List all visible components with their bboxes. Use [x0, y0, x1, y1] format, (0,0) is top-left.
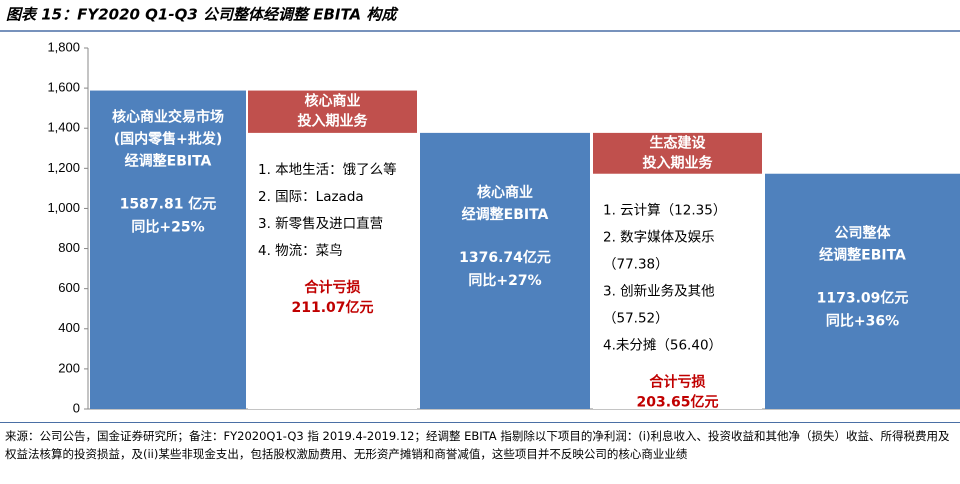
- growth-label: 同比+36%: [826, 313, 899, 330]
- box: [248, 132, 417, 409]
- y-tick-label: 1,000: [47, 200, 80, 215]
- value-label: 1587.81 亿元: [120, 196, 217, 213]
- bar-label: (国内零售+批发): [114, 131, 223, 148]
- bar-label: 生态建设: [650, 134, 707, 151]
- item: 2. 国际：Lazada: [258, 189, 364, 205]
- y-tick-label: 800: [58, 240, 80, 255]
- y-tick-label: 400: [58, 320, 80, 335]
- box: [593, 173, 762, 409]
- chart-title: 图表 15：FY2020 Q1-Q3 公司整体经调整 EBITA 构成: [6, 6, 399, 24]
- bar: [593, 132, 762, 174]
- item: 4. 物流：菜鸟: [258, 243, 343, 259]
- value-label: 203.65亿元: [636, 394, 718, 411]
- loss-label: 合计亏损: [650, 374, 706, 391]
- item: 2. 数字媒体及娱乐: [603, 230, 715, 246]
- y-tick-label: 200: [58, 360, 80, 375]
- item: 3. 创新业务及其他: [603, 284, 715, 300]
- bar: [765, 173, 960, 409]
- y-tick-label: 1,600: [47, 80, 80, 95]
- y-tick-label: 1,800: [47, 39, 80, 54]
- item: （77.38）: [603, 257, 669, 273]
- bar-label: 投入期业务: [643, 154, 714, 171]
- chart: 图表 15：FY2020 Q1-Q3 公司整体经调整 EBITA 构成 0 200…: [0, 6, 960, 415]
- value-label: 1376.74亿元: [459, 249, 551, 266]
- y-tick-label: 1,200: [47, 160, 80, 175]
- footnote: 来源：公司公告，国金证券研究所；备注：FY2020Q1-Q3 指 2019.4-…: [0, 422, 960, 463]
- bar-label: 经调整EBITA: [462, 206, 549, 223]
- bar-label: 核心商业: [305, 93, 361, 110]
- item: （57.52）: [603, 311, 669, 327]
- bar-label: 投入期业务: [298, 113, 369, 130]
- bar-label: 核心商业: [477, 184, 533, 201]
- item: 1. 本地生活：饿了么等: [258, 161, 397, 178]
- y-tick-label: 0: [73, 400, 80, 415]
- bar-label: 核心商业交易市场: [112, 109, 224, 126]
- value-label: 211.07亿元: [291, 299, 373, 316]
- y-tick-label: 1,400: [47, 120, 80, 135]
- item: 1. 云计算（12.35）: [603, 203, 726, 219]
- y-tick-label: 600: [58, 280, 80, 295]
- growth-label: 同比+25%: [131, 219, 204, 236]
- bar-label: 公司整体: [835, 225, 892, 242]
- value-label: 1173.09亿元: [817, 290, 909, 307]
- bar: [248, 90, 417, 133]
- bar: [90, 90, 246, 410]
- bar-label: 经调整EBITA: [819, 247, 906, 264]
- item: 3. 新零售及进口直营: [258, 216, 383, 232]
- bar-label: 经调整EBITA: [125, 153, 212, 170]
- growth-label: 同比+27%: [468, 272, 541, 289]
- bar: [420, 132, 590, 409]
- loss-label: 合计亏损: [305, 279, 361, 296]
- item: 4.未分摊（56.40）: [603, 338, 722, 354]
